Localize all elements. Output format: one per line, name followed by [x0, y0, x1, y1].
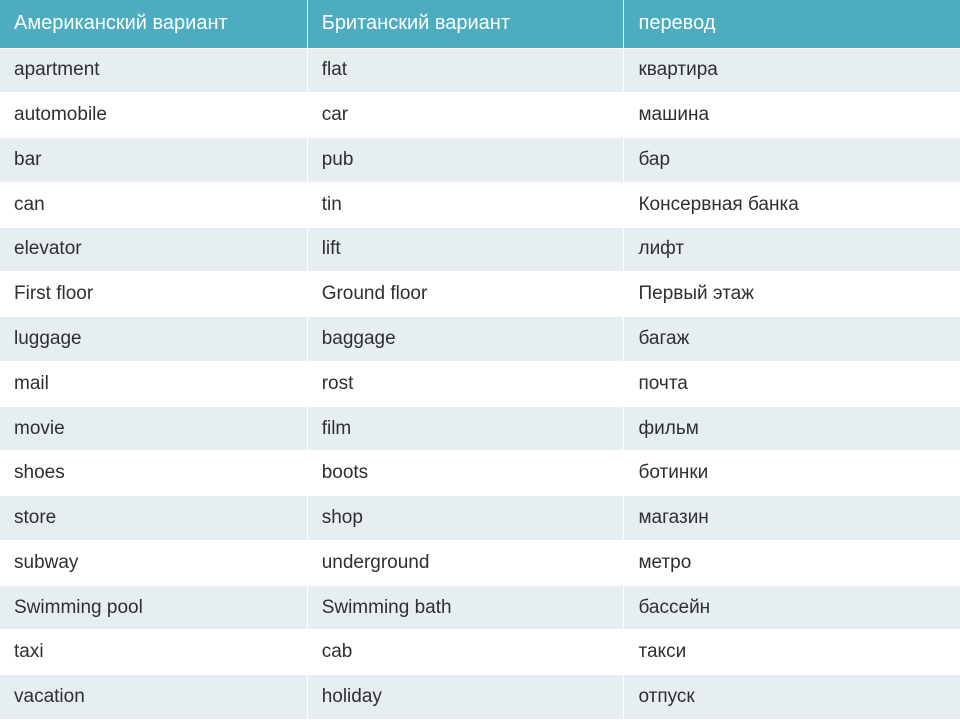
table-row: luggagebaggageбагаж	[0, 317, 960, 362]
table-row: subwayundergroundметро	[0, 540, 960, 585]
table-row: taxicabтакси	[0, 630, 960, 675]
table-cell: cab	[307, 630, 624, 675]
table-cell: underground	[307, 540, 624, 585]
table-cell: elevator	[0, 227, 307, 272]
table-cell: bar	[0, 138, 307, 183]
table-cell: Swimming pool	[0, 585, 307, 630]
table-cell: Swimming bath	[307, 585, 624, 630]
table-cell: почта	[624, 361, 960, 406]
table-cell: apartment	[0, 48, 307, 93]
header-british: Британский вариант	[307, 0, 624, 48]
table-row: elevatorliftлифт	[0, 227, 960, 272]
table-row: apartmentflatквартира	[0, 48, 960, 93]
header-row: Американский вариант Британский вариант …	[0, 0, 960, 48]
header-american: Американский вариант	[0, 0, 307, 48]
table-cell: store	[0, 496, 307, 541]
table-cell: метро	[624, 540, 960, 585]
table-cell: can	[0, 182, 307, 227]
table-cell: лифт	[624, 227, 960, 272]
table-cell: film	[307, 406, 624, 451]
table-cell: pub	[307, 138, 624, 183]
table-cell: Первый этаж	[624, 272, 960, 317]
table-cell: такси	[624, 630, 960, 675]
header-translation: перевод	[624, 0, 960, 48]
table-cell: отпуск	[624, 675, 960, 720]
table-row: First floorGround floorПервый этаж	[0, 272, 960, 317]
table-row: cantinКонсервная банка	[0, 182, 960, 227]
table-cell: rost	[307, 361, 624, 406]
table-cell: машина	[624, 93, 960, 138]
table-row: moviefilmфильм	[0, 406, 960, 451]
table-cell: shoes	[0, 451, 307, 496]
table-cell: Ground floor	[307, 272, 624, 317]
table-cell: boots	[307, 451, 624, 496]
table-cell: holiday	[307, 675, 624, 720]
table-cell: lift	[307, 227, 624, 272]
table-cell: Консервная банка	[624, 182, 960, 227]
table-row: mailrostпочта	[0, 361, 960, 406]
table-row: shoesbootsботинки	[0, 451, 960, 496]
table-cell: mail	[0, 361, 307, 406]
table-cell: бассейн	[624, 585, 960, 630]
table-cell: фильм	[624, 406, 960, 451]
table-cell: subway	[0, 540, 307, 585]
table-cell: flat	[307, 48, 624, 93]
table-cell: бар	[624, 138, 960, 183]
table-cell: luggage	[0, 317, 307, 362]
table-cell: ботинки	[624, 451, 960, 496]
table-cell: багаж	[624, 317, 960, 362]
table-row: vacationholidayотпуск	[0, 675, 960, 720]
table-row: automobilecarмашина	[0, 93, 960, 138]
table-cell: магазин	[624, 496, 960, 541]
vocab-table: Американский вариант Британский вариант …	[0, 0, 960, 720]
table-cell: automobile	[0, 93, 307, 138]
table-body: apartmentflatквартираautomobilecarмашина…	[0, 48, 960, 720]
table-cell: baggage	[307, 317, 624, 362]
table-cell: tin	[307, 182, 624, 227]
table-cell: First floor	[0, 272, 307, 317]
table-row: storeshopмагазин	[0, 496, 960, 541]
table-row: barpubбар	[0, 138, 960, 183]
table-cell: shop	[307, 496, 624, 541]
table-cell: car	[307, 93, 624, 138]
table-row: Swimming poolSwimming bathбассейн	[0, 585, 960, 630]
table-cell: movie	[0, 406, 307, 451]
table-cell: taxi	[0, 630, 307, 675]
table-cell: vacation	[0, 675, 307, 720]
table-cell: квартира	[624, 48, 960, 93]
